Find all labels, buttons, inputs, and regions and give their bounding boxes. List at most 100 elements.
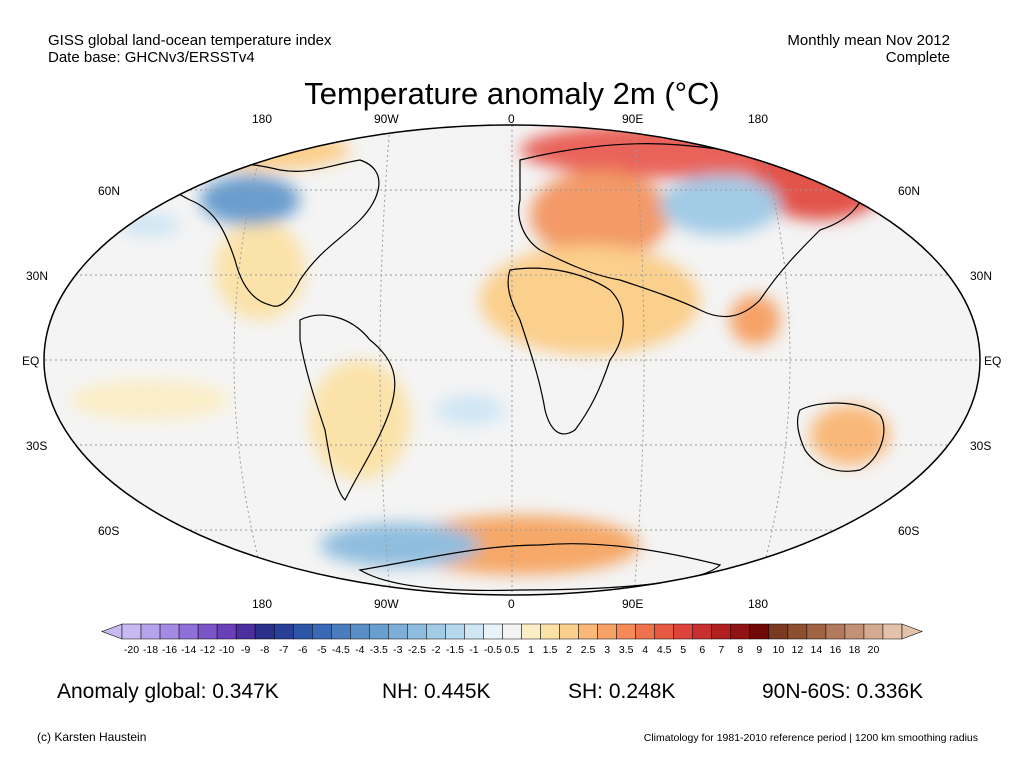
lat-label-right: 30N — [970, 269, 993, 283]
colorbar-tick-label: 2 — [566, 644, 572, 656]
colorbar-tick-label: -16 — [162, 644, 177, 656]
lon-label-bottom: 90E — [622, 597, 644, 611]
period: Monthly mean Nov 2012 — [787, 32, 950, 49]
colorbar-tick-label: -20 — [124, 644, 139, 656]
colorbar-tick-label: -18 — [143, 644, 158, 656]
colorbar-swatch — [749, 623, 770, 640]
colorbar-swatch — [578, 623, 598, 640]
colorbar-tick-label: -5 — [317, 644, 326, 656]
dataset-name: GISS global land-ocean temperature index — [48, 32, 332, 49]
lat-label-right: 60S — [898, 524, 920, 538]
colorbar-tick-label: -6 — [298, 644, 307, 656]
colorbar-swatch — [292, 623, 313, 640]
coastlines — [169, 143, 885, 592]
anomaly-90n-60s: 90N-60S: 0.336K — [762, 680, 924, 703]
colorbar-swatch — [692, 623, 713, 640]
lon-label-top: 180 — [252, 112, 273, 126]
colorbar-tick-label: 2.5 — [581, 644, 596, 656]
colorbar-swatch — [159, 623, 180, 640]
anomaly-warm-south-america — [310, 360, 410, 480]
lon-label-top: 90W — [374, 112, 399, 126]
anomaly-warm-australia — [810, 405, 890, 465]
lat-label-left: EQ — [22, 354, 40, 368]
colorbar-swatch — [806, 623, 827, 640]
lon-label-top: 90E — [622, 112, 644, 126]
colorbar-swatch — [121, 623, 142, 640]
climatology-note: Climatology for 1981-2010 reference peri… — [643, 732, 978, 744]
colorbar-swatch — [730, 623, 751, 640]
colorbar-swatch — [388, 623, 408, 640]
colorbar-swatch — [711, 623, 732, 640]
colorbar-swatch — [673, 623, 693, 640]
colorbar-swatch — [787, 623, 808, 640]
colorbar-tick-label: -3.5 — [370, 644, 388, 656]
colorbar-tick-label: 0.5 — [505, 644, 520, 656]
anomaly-warm-africa-north — [480, 245, 700, 355]
colorbar-arrow-min — [101, 623, 123, 640]
map-title: Temperature anomaly 2m (°C) — [304, 76, 720, 111]
colorbar-swatch — [331, 623, 351, 640]
lat-label-right: 60N — [898, 184, 921, 198]
colorbar-tick-label: 7 — [718, 644, 724, 656]
colorbar-swatch — [844, 623, 865, 640]
colorbar-tick-label: 8 — [737, 644, 743, 656]
anomaly-cool-south-atlantic — [435, 395, 505, 425]
colorbar-tick-label: 9 — [756, 644, 762, 656]
colorbar-tick-label: -4.5 — [332, 644, 350, 656]
colorbar: -20 -18 -16 -14 -12 -10 -9 -8 -7 -6 -5 -4.5 -4 -3.5 -3… — [101, 623, 923, 656]
colorbar-swatch — [426, 623, 446, 640]
colorbar-swatch — [521, 623, 541, 640]
colorbar-tick-label: -3 — [393, 644, 402, 656]
colorbar-swatch — [635, 623, 655, 640]
credit: (c) Karsten Haustein — [37, 730, 147, 744]
colorbar-tick-label: -12 — [200, 644, 215, 656]
colorbar-swatch — [350, 623, 370, 640]
anomaly-sh: SH: 0.248K — [568, 680, 676, 703]
colorbar-swatch — [882, 623, 903, 640]
globe-outline — [43, 124, 981, 596]
lon-label-top: 180 — [748, 112, 769, 126]
colorbar-tick-label: -1 — [469, 644, 478, 656]
colorbar-swatch — [654, 623, 674, 640]
anomaly-warm-indochina — [730, 295, 780, 345]
colorbar-swatch — [825, 623, 846, 640]
anomaly-warm-pacific — [70, 380, 230, 420]
colorbar-tick-label: 6 — [699, 644, 705, 656]
colorbar-swatch — [559, 623, 579, 640]
anomaly-warm-europe — [530, 170, 670, 260]
lon-label-top: 0 — [508, 112, 515, 126]
lat-label-left: 60S — [98, 524, 120, 538]
colorbar-swatch — [197, 623, 218, 640]
colorbar-swatch — [597, 623, 617, 640]
colorbar-swatch — [407, 623, 427, 640]
lat-label-left: 30N — [26, 269, 49, 283]
lon-label-bottom: 180 — [748, 597, 769, 611]
data-base: Date base: GHCNv3/ERSSTv4 — [48, 49, 255, 66]
colorbar-tick-label: -0.5 — [484, 644, 502, 656]
colorbar-tick-label: 5 — [680, 644, 686, 656]
lon-label-bottom: 0 — [508, 597, 515, 611]
colorbar-tick-label: -2 — [431, 644, 440, 656]
colorbar-tick-label: -8 — [260, 644, 269, 656]
anomaly-cool-alaska — [200, 175, 300, 225]
colorbar-swatch — [178, 623, 199, 640]
anomaly-warm-us-west — [215, 220, 305, 320]
colorbar-tick-label: 1.5 — [543, 644, 558, 656]
colorbar-tick-label: -4 — [355, 644, 364, 656]
colorbar-tick-label: 10 — [772, 644, 784, 656]
colorbar-swatch — [254, 623, 275, 640]
colorbar-tick-label: 12 — [792, 644, 804, 656]
colorbar-tick-label: -7 — [279, 644, 288, 656]
colorbar-tick-label: 1 — [528, 644, 534, 656]
anomaly-nh: NH: 0.445K — [382, 680, 491, 703]
colorbar-tick-label: 4.5 — [657, 644, 672, 656]
colorbar-swatch — [311, 623, 332, 640]
colorbar-tick-label: 20 — [868, 644, 880, 656]
colorbar-swatch — [140, 623, 161, 640]
colorbar-arrow-max — [901, 623, 923, 640]
colorbar-tick-label: 16 — [830, 644, 842, 656]
completeness: Complete — [885, 49, 950, 66]
lat-label-left: 30S — [26, 439, 48, 453]
colorbar-tick-label: 3 — [604, 644, 610, 656]
colorbar-swatch — [483, 623, 503, 640]
